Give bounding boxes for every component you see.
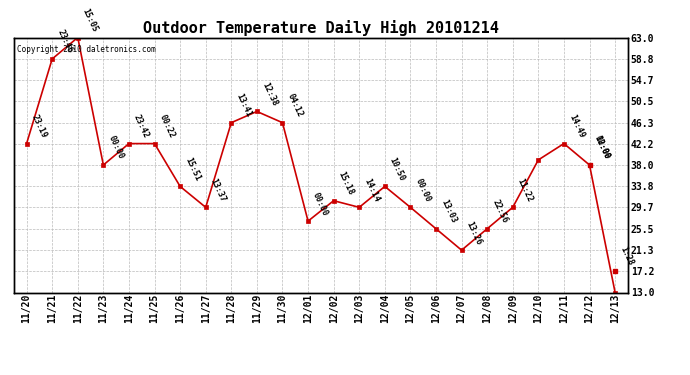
Text: 1:28: 1:28 [618, 245, 635, 267]
Text: 13:26: 13:26 [464, 220, 484, 246]
Text: 14:14: 14:14 [362, 177, 381, 203]
Text: 04:12: 04:12 [286, 92, 304, 118]
Text: 23:42: 23:42 [132, 113, 150, 140]
Text: Copyright 2010 daletronics.com: Copyright 2010 daletronics.com [17, 45, 156, 54]
Text: 23:46: 23:46 [55, 28, 74, 55]
Text: 13:03: 13:03 [439, 198, 457, 225]
Text: 22:56: 22:56 [490, 198, 509, 225]
Text: 14:49: 14:49 [567, 113, 586, 140]
Text: 00:00: 00:00 [106, 135, 125, 161]
Text: 11:22: 11:22 [516, 177, 535, 203]
Text: 23:19: 23:19 [30, 113, 48, 140]
Text: 15:18: 15:18 [337, 170, 355, 196]
Text: 12:00: 12:00 [593, 135, 611, 161]
Text: 13:37: 13:37 [209, 177, 228, 203]
Text: 12:38: 12:38 [260, 81, 279, 107]
Text: 10:50: 10:50 [388, 156, 406, 182]
Text: 00:00: 00:00 [593, 135, 611, 161]
Text: 00:00: 00:00 [413, 177, 432, 203]
Title: Outdoor Temperature Daily High 20101214: Outdoor Temperature Daily High 20101214 [143, 20, 499, 36]
Text: 15:51: 15:51 [183, 156, 202, 182]
Text: 13:41: 13:41 [235, 92, 253, 118]
Text: 00:00: 00:00 [311, 190, 330, 217]
Text: 15:05: 15:05 [81, 7, 99, 33]
Text: 00:22: 00:22 [157, 113, 177, 140]
